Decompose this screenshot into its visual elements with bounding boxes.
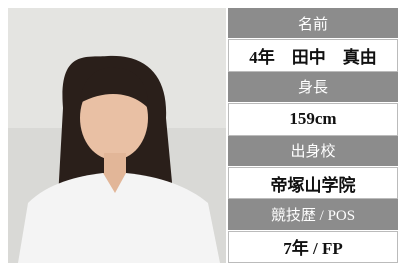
field-label: 身長 [228,72,398,103]
field-label: 名前 [228,8,398,39]
profile-card: 名前4年 田中 真由身長159cm出身校帝塚山学院競技歴 / POS7年 / F… [0,0,400,263]
player-photo [8,8,226,263]
field-value: 帝塚山学院 [228,167,398,199]
field-label: 競技歴 / POS [228,199,398,230]
field-value: 159cm [228,103,398,135]
field-value: 4年 田中 真由 [228,39,398,71]
field-value: 7年 / FP [228,231,398,263]
field-label: 出身校 [228,136,398,167]
